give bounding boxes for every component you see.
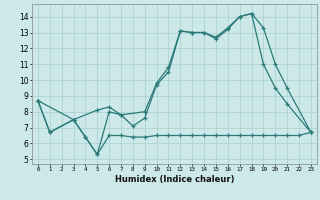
- X-axis label: Humidex (Indice chaleur): Humidex (Indice chaleur): [115, 175, 234, 184]
